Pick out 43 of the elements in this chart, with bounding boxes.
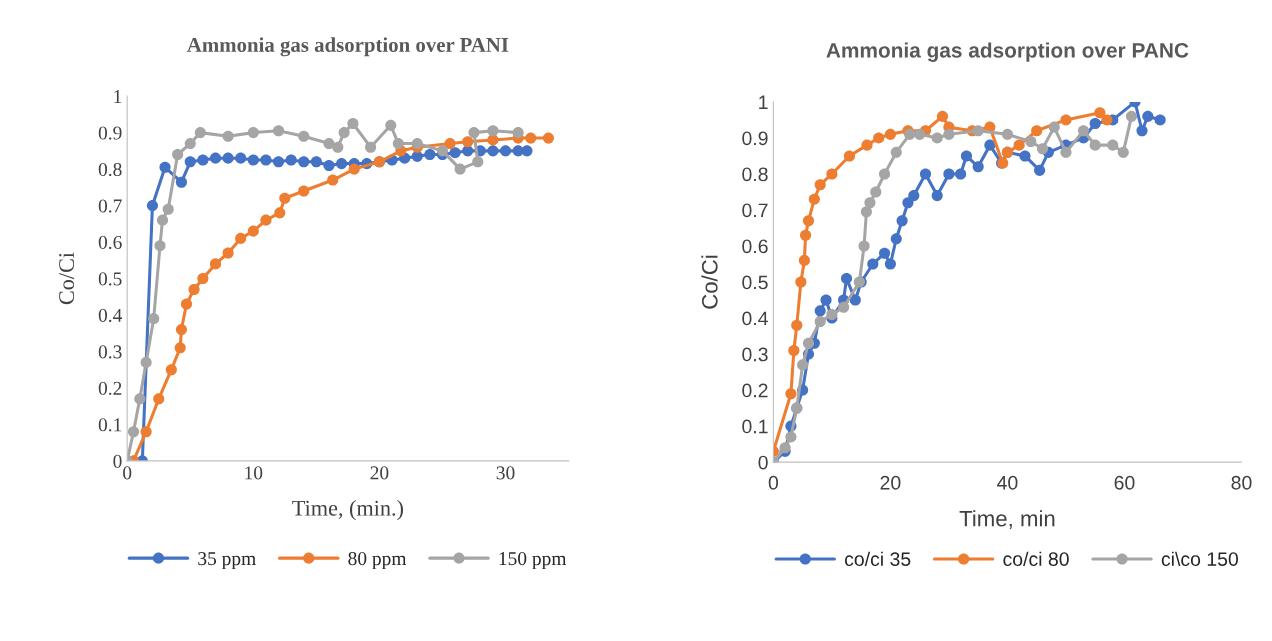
x-tick-label: 0 (768, 475, 779, 490)
chart-title: Ammonia gas adsorption over PANC (826, 42, 1189, 62)
x-tick-label: 30 (496, 466, 515, 480)
y-tick-label: 0 (758, 455, 768, 470)
y-tick-label: 0.8 (742, 167, 768, 182)
y-tick-label: 0.4 (98, 308, 123, 323)
y-tick-label: 0.3 (742, 347, 768, 362)
y-axis-title: Co/Ci (59, 252, 75, 305)
legend-label: ci\co 150 (1161, 551, 1238, 566)
legend-label: co/ci 35 (844, 551, 911, 566)
x-tick-label: 80 (1231, 475, 1252, 490)
y-tick-label: 0.8 (98, 162, 122, 177)
y-tick-label: 0.6 (98, 235, 122, 250)
y-tick-label: 1 (114, 90, 122, 103)
y-tick-label: 0.2 (742, 383, 768, 398)
x-tick-label: 20 (370, 466, 389, 480)
y-tick-label: 0.6 (742, 239, 768, 254)
legend-label: 80 ppm (348, 552, 407, 570)
x-tick-label: 60 (1114, 475, 1135, 490)
legend-label: co/ci 80 (1003, 551, 1069, 566)
y-tick-label: 0.3 (98, 345, 122, 359)
x-tick-label: 40 (997, 475, 1018, 490)
x-axis-title: Time, min (959, 510, 1055, 530)
y-axis-title: Co/Ci (701, 255, 718, 309)
y-tick-label: 0.7 (742, 203, 768, 218)
y-tick-label: 0 (113, 454, 122, 468)
y-tick-label: 1 (759, 95, 768, 109)
legend-label: 150 ppm (499, 552, 567, 570)
y-tick-label: 0.9 (742, 131, 768, 146)
x-axis-title: Time, (min.) (292, 500, 403, 521)
y-tick-label: 0.2 (98, 381, 122, 395)
y-tick-label: 0.5 (742, 275, 768, 290)
y-tick-label: 0.9 (98, 126, 122, 140)
y-tick-label: 0.7 (98, 199, 122, 213)
x-tick-label: 20 (880, 475, 901, 490)
legend-label: 35 ppm (198, 552, 256, 570)
x-tick-label: 0 (123, 466, 132, 480)
chart-title: Ammonia gas adsorption over PANI (187, 37, 509, 57)
y-tick-label: 0.1 (98, 418, 122, 432)
x-tick-label: 10 (245, 466, 263, 480)
y-tick-label: 0.4 (742, 311, 768, 326)
y-tick-label: 0.1 (742, 419, 768, 434)
y-tick-label: 0.5 (98, 272, 122, 286)
